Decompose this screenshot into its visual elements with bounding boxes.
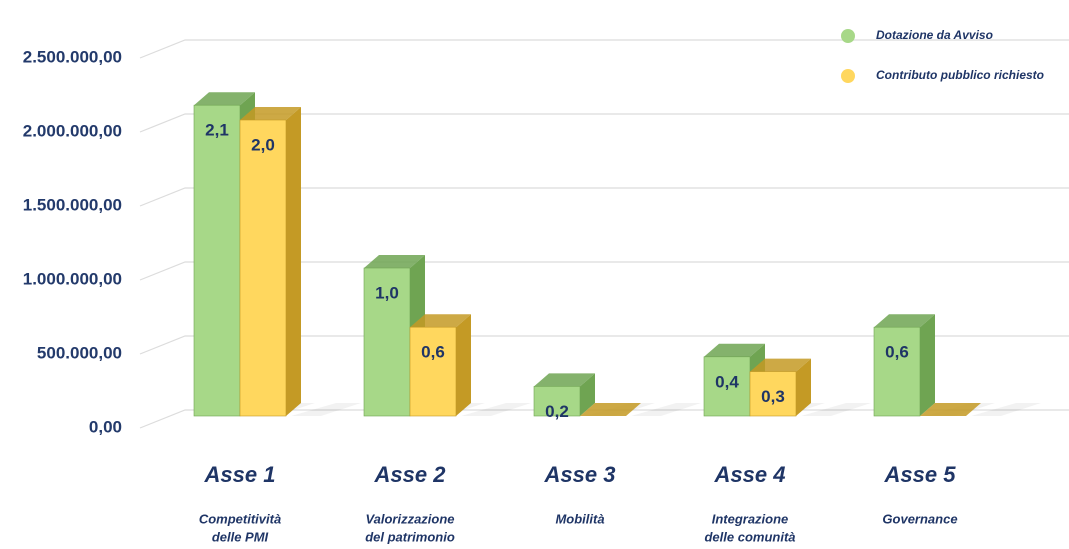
bar-top <box>920 403 981 416</box>
grid-line <box>139 187 1069 207</box>
data-label: 0,6 <box>885 343 909 362</box>
y-tick-label: 1.500.000,00 <box>23 195 122 214</box>
bar-side <box>456 314 471 416</box>
bar-shadow <box>631 403 701 416</box>
y-tick-label: 2.500.000,00 <box>23 47 122 66</box>
category-description: del patrimonio <box>365 529 455 544</box>
category-description: Mobilità <box>555 511 604 526</box>
data-label: 2,0 <box>251 135 275 154</box>
bar-top <box>410 314 471 328</box>
bar-shadow <box>461 403 531 416</box>
data-label: 0,3 <box>761 387 785 406</box>
category-description: delle PMI <box>212 529 269 544</box>
data-label: 1,0 <box>375 283 399 302</box>
x-tick-label: Asse 5 <box>884 462 957 487</box>
category-description: Competitività <box>199 511 281 526</box>
x-tick-label: Asse 2 <box>374 462 447 487</box>
data-label: 0,2 <box>545 402 569 421</box>
bar <box>703 356 751 417</box>
x-tick-label: Asse 3 <box>544 462 616 487</box>
y-tick-label: 2.000.000,00 <box>23 121 122 140</box>
bar-top <box>874 314 935 328</box>
bar-top <box>240 107 301 120</box>
category-description: Governance <box>882 511 957 526</box>
bar-top <box>534 373 595 387</box>
bar-side <box>796 358 811 416</box>
grid-line <box>139 335 1069 355</box>
x-tick-label: Asse 4 <box>714 462 786 487</box>
legend-label: Dotazione da Avviso <box>876 28 993 42</box>
bar-top <box>580 403 641 416</box>
bar <box>409 326 457 417</box>
bar <box>193 104 241 417</box>
data-label: 2,1 <box>205 121 229 140</box>
grid-line <box>139 261 1069 281</box>
x-tick-label: Asse 1 <box>204 462 276 487</box>
legend-swatch <box>841 29 855 43</box>
bar-top <box>194 92 255 106</box>
bar-shadow <box>291 403 361 416</box>
bar <box>363 267 411 417</box>
category-description: Valorizzazione <box>365 511 454 526</box>
bar-top <box>704 343 765 357</box>
category-description: delle comunità <box>704 529 795 544</box>
bar <box>533 386 581 417</box>
bar <box>239 119 287 417</box>
y-tick-label: 500.000,00 <box>37 343 122 362</box>
data-label: 0,6 <box>421 343 445 362</box>
bar-side <box>920 314 935 416</box>
bar-top <box>750 358 811 372</box>
legend-swatch <box>841 69 855 83</box>
bar-top <box>364 255 425 268</box>
grid-line <box>139 113 1069 133</box>
y-tick-label: 1.000.000,00 <box>23 269 122 288</box>
bar <box>749 371 797 417</box>
legend-label: Contributo pubblico richiesto <box>876 68 1044 82</box>
category-description: Integrazione <box>712 511 789 526</box>
bar-shadow <box>971 403 1041 416</box>
grid-line <box>139 39 1069 59</box>
y-tick-label: 0,00 <box>89 417 122 436</box>
bar-shadow <box>801 403 871 416</box>
bar <box>873 326 921 417</box>
bar-side <box>580 373 595 416</box>
bar-side <box>286 107 301 416</box>
data-label: 0,4 <box>715 372 739 391</box>
